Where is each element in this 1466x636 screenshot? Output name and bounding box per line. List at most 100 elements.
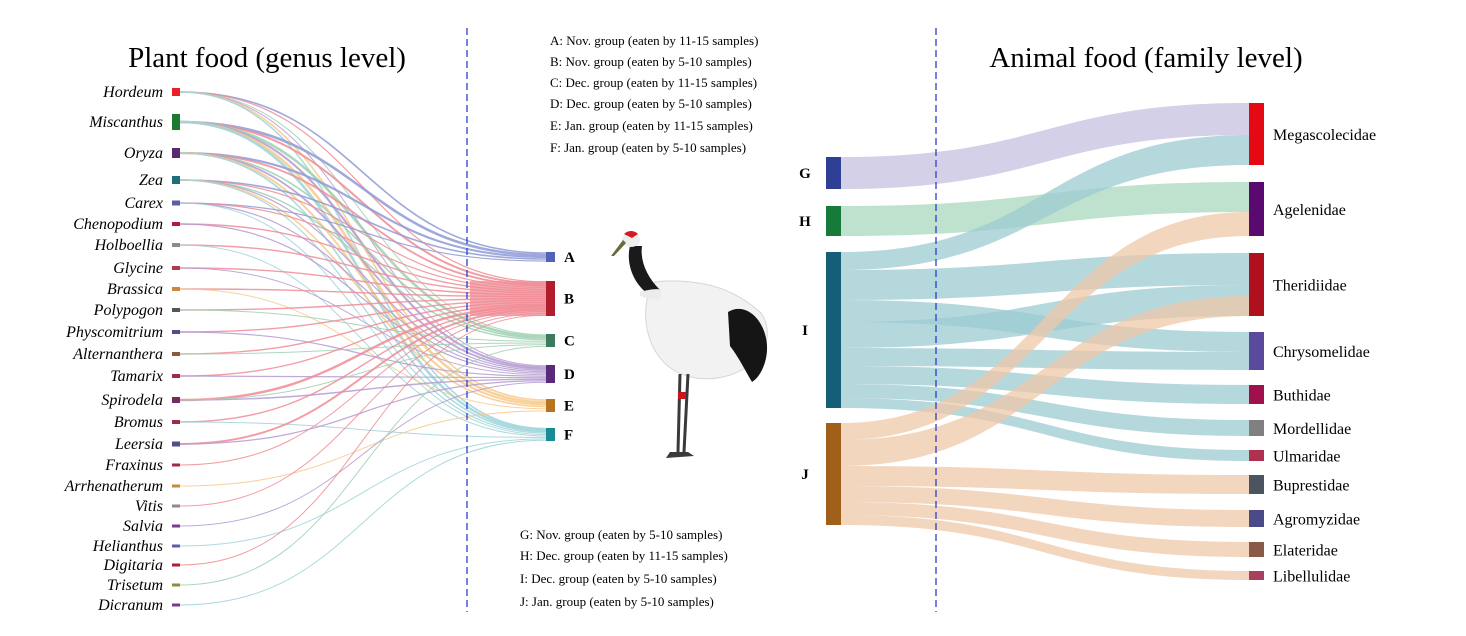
animal-family-node	[1249, 385, 1264, 404]
plant-group-list: A B C DEF	[546, 250, 575, 444]
plant-genus-node	[172, 330, 180, 334]
animal-flow-link	[841, 466, 1249, 494]
plant-genus-node	[172, 243, 180, 247]
plant-genus-label: Polypogon	[93, 302, 163, 319]
plant-genus-label: Dicranum	[97, 597, 163, 614]
plant-flow-link	[179, 202, 547, 435]
plant-genus-list: Hordeum Miscanthus Oryza Zea Carex Chenopodiu…	[64, 84, 180, 614]
plant-genus-node	[172, 176, 180, 184]
plant-flow-link	[179, 380, 547, 445]
plant-flow-link	[179, 152, 547, 370]
animal-family-label: Buprestidae	[1273, 478, 1349, 495]
plant-flow-link	[179, 152, 547, 406]
plant-genus-label: Brassica	[107, 281, 163, 298]
animal-group-label: J	[801, 467, 809, 483]
animal-family-label: Megascolecidae	[1273, 127, 1376, 144]
plant-genus-node	[172, 352, 180, 356]
plant-flow-links	[179, 91, 547, 606]
plant-genus-node	[172, 308, 180, 312]
plant-flow-link	[179, 179, 547, 371]
plant-genus-node	[172, 563, 180, 567]
animal-family-node	[1249, 420, 1264, 436]
animal-family-label: Agelenidae	[1273, 202, 1346, 219]
plant-genus-node	[172, 463, 180, 467]
plant-genus-node	[172, 420, 180, 424]
animal-flow-link	[841, 348, 1249, 370]
plant-genus-node	[172, 88, 180, 96]
animal-family-node	[1249, 510, 1264, 527]
animal-family-node	[1249, 103, 1264, 165]
plant-flow-link	[179, 179, 547, 434]
plant-flow-link	[179, 312, 547, 507]
legend-animal-item: H: Dec. group (eaten by 11-15 samples)	[520, 548, 728, 563]
plant-genus-node	[172, 114, 180, 130]
animal-group-label: I	[802, 323, 808, 339]
plant-group-node	[546, 399, 555, 412]
plant-genus-label: Glycine	[113, 260, 163, 277]
animal-flow-link	[841, 253, 1249, 300]
plant-flow-link	[179, 120, 547, 257]
animal-flow-links	[841, 103, 1249, 580]
legend-plant-item: C: Dec. group (eaten by 11-15 samples)	[550, 75, 757, 90]
plant-group-node	[546, 334, 555, 347]
animal-family-label: Ulmaridae	[1273, 449, 1341, 466]
plant-group-label: F	[564, 428, 573, 444]
animal-flow-link	[841, 296, 1249, 466]
animal-group-label: G	[799, 166, 811, 182]
plant-genus-label: Fraxinus	[104, 457, 163, 474]
animal-family-node	[1249, 571, 1264, 580]
plant-group-label: D	[564, 367, 575, 383]
legend-plant-item: E: Jan. group (eaten by 11-15 samples)	[550, 118, 753, 133]
legend-plant-item: B: Nov. group (eaten by 5-10 samples)	[550, 54, 752, 69]
plant-group-label: E	[564, 399, 574, 415]
plant-genus-label: Oryza	[124, 145, 163, 162]
animal-flow-link	[841, 285, 1249, 348]
legend-animal-item: G: Nov. group (eaten by 5-10 samples)	[520, 527, 722, 542]
plant-genus-node	[172, 504, 180, 508]
plant-genus-label: Chenopodium	[73, 216, 163, 233]
plant-flow-link	[179, 381, 547, 527]
animal-family-node	[1249, 332, 1264, 370]
animal-group-list: G H I J	[799, 157, 841, 525]
plant-genus-label: Helianthus	[92, 538, 163, 555]
plant-flow-link	[179, 91, 547, 336]
plant-group-label: B	[564, 292, 574, 308]
animal-flow-link	[841, 212, 1249, 440]
animal-flow-link	[841, 486, 1249, 527]
plant-flow-link	[179, 179, 547, 260]
plant-genus-label: Physcomitrium	[65, 324, 163, 341]
plant-flow-link	[179, 120, 547, 432]
animal-flow-link	[841, 384, 1249, 436]
animal-family-node	[1249, 182, 1264, 236]
plant-food-title: Plant food (genus level)	[128, 42, 406, 74]
animal-food-title: Animal food (family level)	[989, 42, 1302, 74]
animal-family-label: Libellulidae	[1273, 569, 1350, 586]
animal-family-label: Chrysomelidae	[1273, 344, 1370, 361]
plant-flow-link	[179, 439, 547, 606]
plant-genus-label: Alternanthera	[72, 346, 163, 363]
plant-flow-link	[179, 410, 547, 487]
plant-flow-link	[179, 345, 547, 586]
plant-flow-link	[179, 308, 547, 445]
plant-flow-link	[179, 309, 547, 342]
animal-group-node	[826, 157, 841, 189]
plant-genus-node	[172, 200, 180, 206]
plant-flow-link	[179, 223, 547, 374]
legend-animal-item: I: Dec. group (eaten by 5-10 samples)	[520, 571, 717, 586]
plant-genus-label: Trisetum	[107, 577, 163, 594]
plant-group-label: C	[564, 334, 575, 350]
plant-flow-link	[179, 378, 547, 401]
plant-genus-label: Leersia	[114, 436, 163, 453]
plant-genus-label: Tamarix	[110, 368, 163, 385]
animal-family-list: Megascolecidae Agelenidae Theridiidae Chrys…	[1249, 103, 1376, 586]
plant-genus-label: Miscanthus	[88, 114, 163, 131]
plant-flow-link	[179, 151, 547, 259]
animal-group-node	[826, 423, 841, 525]
animal-flow-link	[841, 103, 1249, 189]
plant-flow-link	[470, 281, 546, 316]
animal-flow-link	[841, 135, 1249, 270]
plant-flow-link	[179, 120, 547, 338]
plant-genus-label: Carex	[124, 195, 163, 212]
animal-group-node	[826, 206, 841, 236]
